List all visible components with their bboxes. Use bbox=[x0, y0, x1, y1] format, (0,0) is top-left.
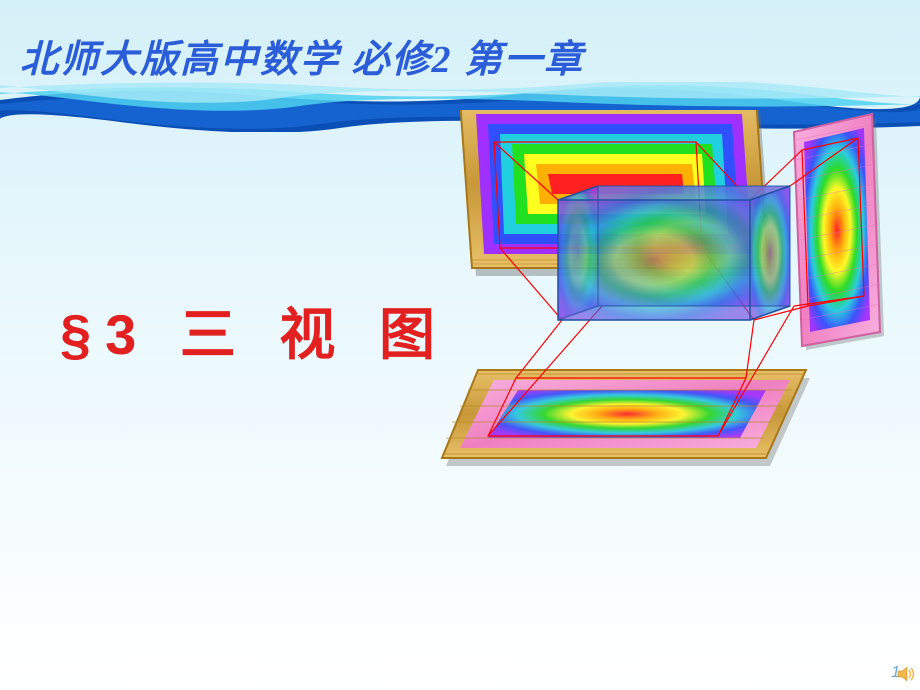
slide-title: §3 三 视 图 bbox=[60, 290, 449, 371]
sound-icon[interactable] bbox=[896, 664, 916, 684]
textbook-header: 北师大版高中数学 必修2 第一章 bbox=[20, 28, 584, 83]
three-view-diagram bbox=[430, 110, 890, 470]
